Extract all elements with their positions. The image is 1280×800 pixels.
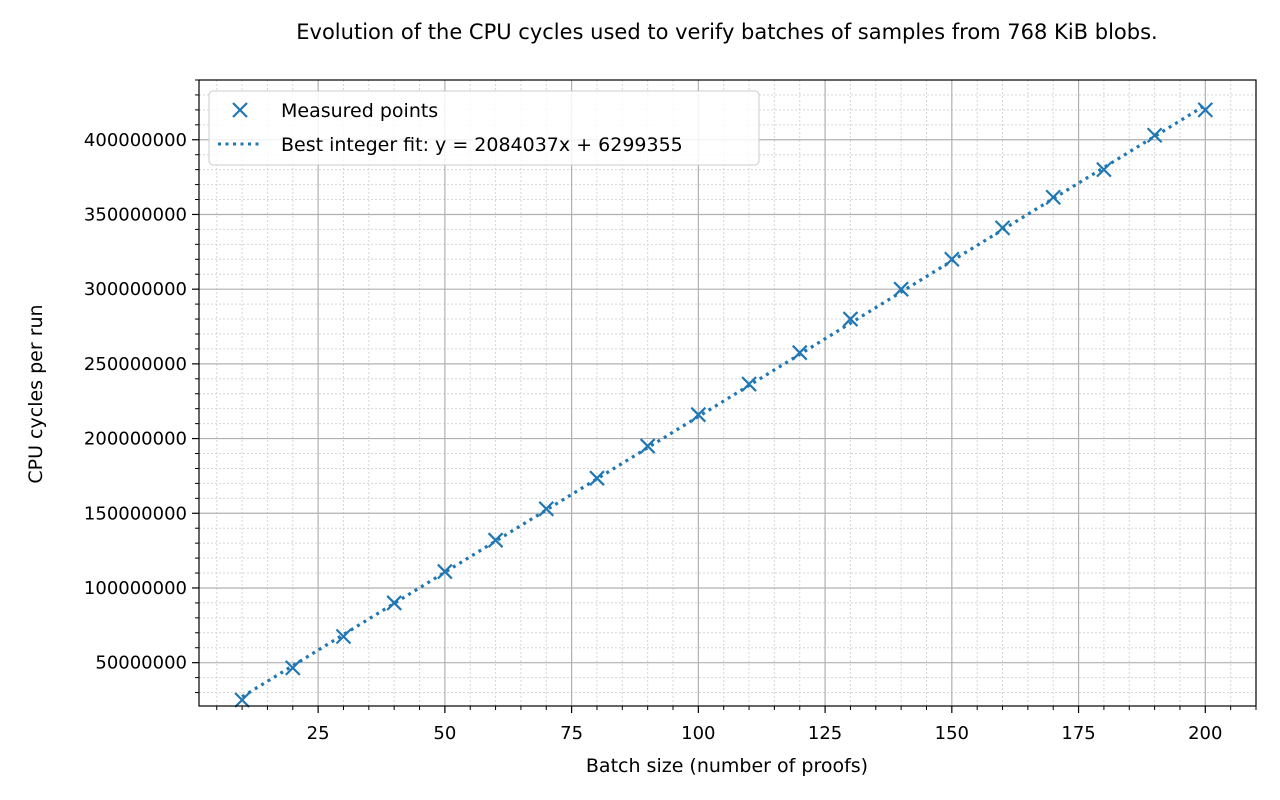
- marker-stroke: [944, 251, 960, 268]
- data-point: [437, 563, 453, 580]
- data-point: [386, 595, 402, 611]
- x-tick-label: 175: [1061, 723, 1095, 744]
- legend: Measured points Best integer fit: y = 20…: [208, 90, 760, 166]
- data-point: [639, 438, 656, 454]
- y-tick-label: 350000000: [84, 204, 187, 225]
- legend-label-measured: Measured points: [281, 100, 438, 122]
- minor-grid: [199, 79, 1257, 706]
- x-tick-label: 125: [808, 723, 842, 744]
- data-point: [1045, 189, 1061, 206]
- major-grid: [199, 80, 1256, 706]
- fit-line-layer: [241, 103, 1207, 699]
- marker-stroke: [791, 344, 808, 361]
- data-point: [1096, 161, 1112, 178]
- scatter-markers: [234, 102, 1214, 708]
- data-point: [994, 220, 1011, 236]
- x-tick-label: 75: [560, 723, 583, 744]
- marker-stroke: [994, 220, 1011, 236]
- marker-stroke: [690, 406, 707, 423]
- fit-line: [241, 103, 1207, 699]
- marker-stroke: [335, 628, 352, 645]
- marker-stroke: [437, 563, 453, 580]
- x-tick-label: 150: [935, 723, 969, 744]
- marker-stroke: [1045, 189, 1061, 206]
- x-tick-labels: 25 50 75 100 125 150 175 200: [307, 723, 1223, 744]
- plot-frame: [198, 79, 1257, 707]
- chart-title: Evolution of the CPU cycles used to veri…: [296, 20, 1157, 44]
- data-point: [1146, 127, 1163, 144]
- y-tick-label: 150000000: [84, 503, 187, 524]
- legend-x-marker-icon: [232, 102, 248, 118]
- data-point: [335, 628, 352, 645]
- marker-stroke: [285, 660, 301, 676]
- x-tick-label: 200: [1188, 723, 1222, 744]
- data-point: [538, 501, 555, 517]
- data-point: [285, 660, 301, 676]
- y-tick-label: 50000000: [95, 653, 187, 674]
- legend-frame: [208, 90, 760, 166]
- marker-stroke: [232, 102, 248, 118]
- marker-stroke: [538, 501, 555, 517]
- marker-stroke: [234, 692, 250, 708]
- legend-label-fit: Best integer fit: y = 2084037x + 6299355: [281, 134, 683, 156]
- marker-stroke: [386, 595, 402, 611]
- marker-stroke: [893, 281, 909, 297]
- data-point: [690, 406, 707, 423]
- x-tick-label: 25: [307, 723, 330, 744]
- y-tick-label: 100000000: [84, 578, 187, 599]
- data-point: [791, 344, 808, 361]
- y-tick-label: 300000000: [84, 279, 187, 300]
- x-tick-label: 100: [681, 723, 715, 744]
- data-point: [234, 692, 250, 708]
- marker-stroke: [487, 532, 504, 548]
- data-point: [487, 532, 504, 548]
- marker-stroke: [842, 311, 859, 327]
- marker-stroke: [741, 376, 757, 392]
- marker-stroke: [639, 438, 656, 454]
- y-tick-labels: 50000000 100000000 150000000 200000000 25000…: [84, 130, 187, 674]
- legend-marker: [232, 102, 248, 118]
- data-point: [1197, 102, 1214, 118]
- y-tick-label: 250000000: [84, 354, 187, 375]
- y-axis-label: CPU cycles per run: [25, 304, 47, 483]
- data-point: [893, 281, 909, 297]
- y-tick-label: 400000000: [84, 130, 187, 151]
- data-point: [741, 376, 757, 392]
- data-point: [842, 311, 859, 327]
- y-tick-label: 200000000: [84, 429, 187, 450]
- data-point: [944, 251, 960, 268]
- axis-ticks: [192, 79, 1257, 713]
- data-point: [589, 470, 605, 486]
- x-tick-label: 50: [433, 723, 456, 744]
- marker-stroke: [1197, 102, 1214, 118]
- marker-stroke: [1146, 127, 1163, 144]
- marker-stroke: [589, 470, 605, 486]
- x-axis-label: Batch size (number of proofs): [586, 755, 868, 777]
- marker-stroke: [1096, 161, 1112, 178]
